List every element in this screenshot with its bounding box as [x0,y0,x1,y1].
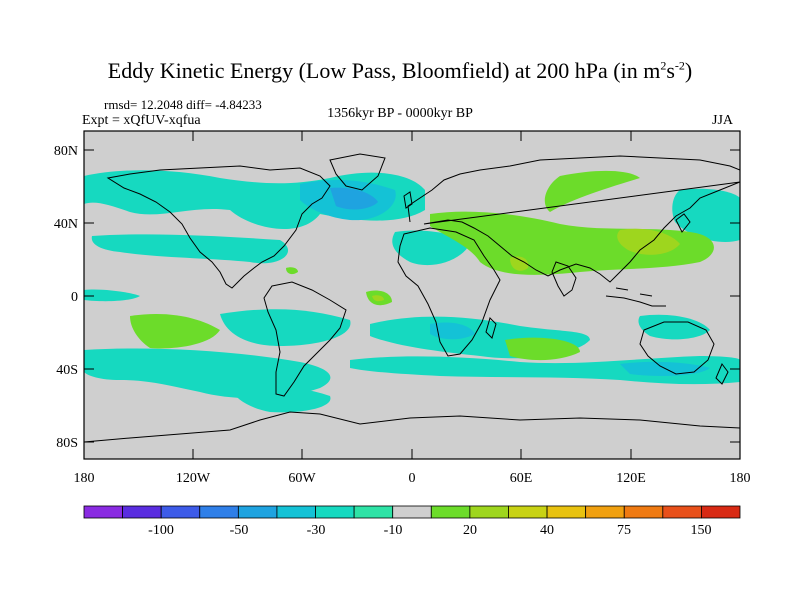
anomaly-patch [372,295,384,302]
colorbar-swatch [353,505,394,519]
x-axis-ticks [192,131,632,459]
colorbar [83,505,741,519]
y-tick-label: 80N [54,144,78,159]
experiment-label: Expt = xQfUV-xqfua [82,113,201,128]
colorbar-swatch [546,505,587,519]
anomaly-patch [638,314,710,340]
anomaly-patch [220,309,351,346]
anomaly-patch [286,267,298,275]
y-axis-ticks [84,149,740,443]
colorbar-swatch [83,505,123,519]
y-tick-label: 40S [56,363,78,378]
x-tick-label: 60W [288,471,316,486]
coastline-south-america [263,281,347,397]
colorbar-swatch [392,505,432,519]
anomaly-patch [330,187,378,210]
colorbar-swatch [585,505,625,519]
colorbar-swatch [315,505,355,519]
coastline-madagascar [485,317,497,339]
x-tick-label: 0 [409,471,416,486]
y-tick-label: 80S [56,436,78,451]
x-tick-label: 120E [616,471,646,486]
x-tick-label: 60E [510,471,533,486]
anomaly-patch [392,230,470,266]
colorbar-swatch [122,505,162,519]
coastline-north-america [106,165,331,289]
period-label: 1356kyr BP - 0000kyr BP [327,106,473,121]
coastline-japan [675,213,691,233]
anomaly-patch [230,385,331,413]
colorbar-swatch [508,505,548,519]
colorbar-swatch [237,505,278,519]
y-tick-label: 40N [54,217,78,232]
coastline-eurasia [407,155,740,283]
anomaly-patch [130,313,220,349]
coastline-greenland [329,153,386,191]
y-tick-label: 0 [71,290,78,305]
colorbar-label: 20 [463,523,477,538]
coastline-indonesia [605,287,666,307]
rmsd-label: rmsd= 12.2048 diff= -4.84233 [104,97,262,112]
coastlines [84,153,740,443]
chart-title: Eddy Kinetic Energy (Low Pass, Bloomfiel… [107,58,693,83]
x-tick-label: 180 [730,471,751,486]
coastline-uk [403,191,413,209]
anomaly-patch [430,322,475,340]
colorbar-swatch [160,505,201,519]
colorbar-swatch [430,505,471,519]
coastline-australia [639,321,715,375]
anomaly-patch [84,289,140,302]
colorbar-swatch [623,505,664,519]
colorbar-label: 40 [540,523,554,538]
colorbar-swatch [662,505,702,519]
colorbar-label: 75 [617,523,631,538]
colorbar-swatch [199,505,239,519]
anomaly-patch [430,211,714,275]
field-anomalies [84,170,740,413]
anomaly-patch [505,337,580,361]
anomaly-patch [91,234,289,264]
colorbar-label: -10 [384,523,403,538]
colorbar-label: -100 [148,523,174,538]
anomaly-patch [544,170,640,212]
anomaly-patch [617,228,680,255]
colorbar-swatch [276,505,316,519]
anomaly-patch [672,188,740,242]
colorbar-swatch [701,505,741,519]
coastline-africa [397,227,501,357]
coastline-new-zealand [715,363,729,385]
colorbar-swatch [469,505,509,519]
anomaly-patch [510,256,529,271]
colorbar-label: -30 [307,523,326,538]
x-tick-label: 180 [74,471,95,486]
colorbar-label: 150 [691,523,712,538]
coastline-antarctica [84,411,740,443]
colorbar-label: -50 [230,523,249,538]
x-tick-label: 120W [176,471,211,486]
season-label: JJA [712,113,734,128]
coastline-indian-subcontinent [551,261,577,297]
